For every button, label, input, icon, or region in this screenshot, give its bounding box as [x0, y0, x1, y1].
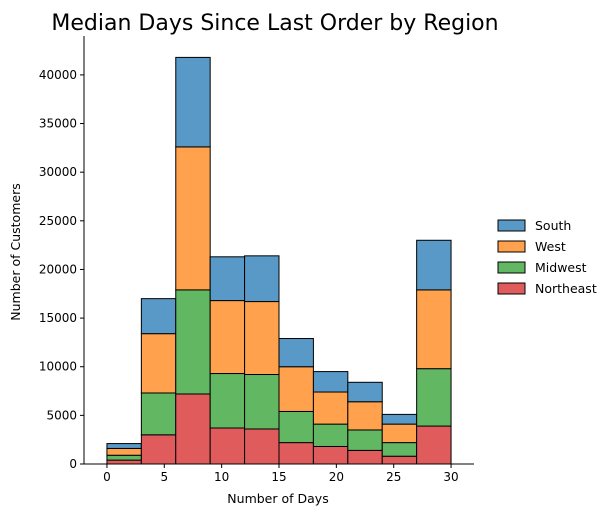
axes-group: 0 5 10 15 20 25 30 0 5000 10000 15000 20000 25000 300…: [39, 36, 474, 484]
legend: South West Midwest Northeast: [497, 218, 597, 296]
x-tick-label: 15: [271, 470, 286, 484]
y-tick-label: 25000: [39, 214, 77, 228]
bar-west-1: [140, 333, 177, 394]
bar-midwest-8: [381, 442, 418, 457]
x-tick-label: 25: [386, 470, 401, 484]
bar-northeast-1: [140, 434, 177, 465]
y-tick-label: 20000: [39, 262, 77, 276]
y-tick-label: 40000: [39, 68, 77, 82]
bar-west-0: [106, 447, 142, 456]
x-tick-label: 5: [160, 470, 168, 484]
bar-northeast-2: [175, 393, 211, 465]
bar-northeast-0: [106, 459, 142, 465]
bar-south-5: [278, 338, 314, 368]
y-tick-label: 30000: [39, 165, 77, 179]
x-tick-label: 10: [214, 470, 229, 484]
bar-west-5: [278, 366, 314, 412]
y-tick-label: 10000: [39, 360, 77, 374]
bar-midwest-5: [278, 410, 314, 444]
x-tick-label: 30: [443, 470, 458, 484]
legend-label-south: South: [535, 218, 571, 233]
bar-midwest-0: [106, 454, 142, 461]
y-tick-label: 35000: [39, 117, 77, 131]
x-tick-label: 0: [103, 470, 111, 484]
bar-south-4: [244, 255, 280, 303]
bar-south-0: [106, 443, 142, 449]
legend-swatch-northeast: [497, 282, 526, 295]
bar-south-2: [175, 56, 211, 148]
bar-midwest-2: [175, 289, 211, 395]
bar-south-7: [347, 381, 383, 403]
y-axis-label: Number of Customers: [8, 183, 23, 320]
bar-midwest-4: [244, 374, 280, 430]
legend-swatch-south: [497, 219, 526, 232]
bar-south-1: [140, 298, 177, 335]
chart-title: Median Days Since Last Order by Region: [51, 11, 498, 36]
bar-west-4: [244, 301, 280, 376]
bar-west-3: [209, 300, 246, 375]
bar-midwest-6: [312, 423, 349, 447]
legend-label-west: West: [535, 239, 566, 254]
bar-midwest-3: [209, 373, 246, 429]
legend-label-northeast: Northeast: [535, 281, 597, 296]
bar-west-7: [347, 401, 383, 431]
bar-northeast-3: [209, 427, 246, 465]
bar-south-9: [416, 239, 452, 291]
x-tick-label: 20: [329, 470, 344, 484]
y-tick-label: 5000: [46, 408, 77, 422]
bar-west-6: [312, 391, 349, 425]
bar-west-2: [175, 146, 211, 291]
bar-northeast-6: [312, 445, 349, 465]
legend-label-midwest: Midwest: [535, 260, 587, 275]
bar-northeast-8: [381, 455, 418, 465]
legend-swatch-midwest: [497, 261, 526, 274]
bar-south-6: [312, 371, 349, 393]
bars-group: [106, 56, 452, 465]
bar-northeast-9: [416, 425, 452, 465]
bar-northeast-4: [244, 428, 280, 465]
y-tick-label: 15000: [39, 311, 77, 325]
bar-west-9: [416, 289, 452, 370]
bar-northeast-7: [347, 449, 383, 465]
y-tick-label: 0: [69, 457, 77, 471]
x-axis-label: Number of Days: [227, 491, 328, 506]
bar-midwest-1: [140, 392, 177, 436]
bar-midwest-7: [347, 429, 383, 451]
bar-west-8: [381, 423, 418, 444]
bar-south-3: [209, 256, 246, 302]
bar-northeast-5: [278, 442, 314, 465]
bar-south-8: [381, 413, 418, 425]
legend-swatch-west: [497, 240, 526, 253]
bar-midwest-9: [416, 368, 452, 427]
